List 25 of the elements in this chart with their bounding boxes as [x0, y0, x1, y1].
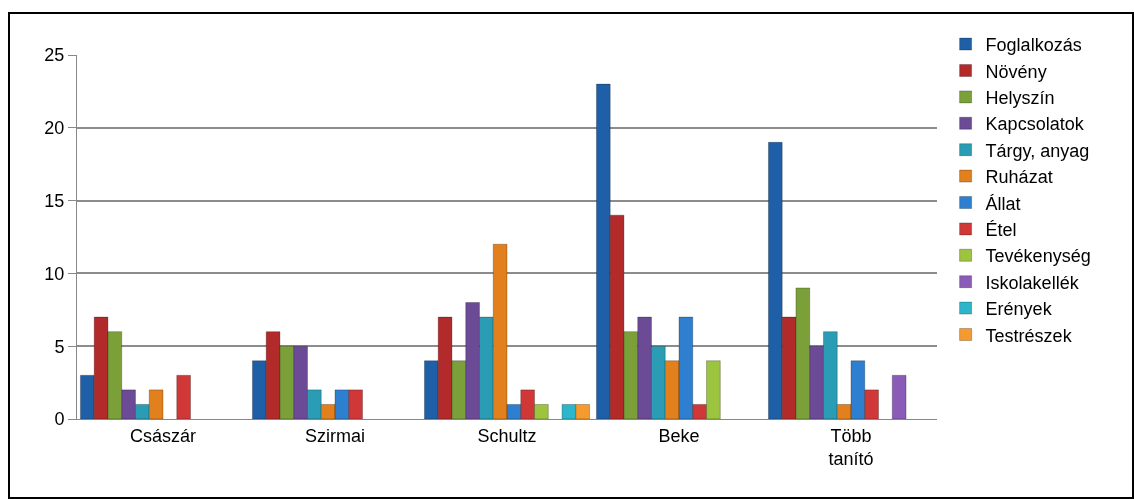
legend-label: Erények: [985, 299, 1053, 320]
y-tick-label: 10: [44, 263, 65, 284]
x-tick-label: Több tanító: [828, 425, 874, 469]
legend-label: Növény: [985, 61, 1047, 82]
y-tick-label: 0: [54, 409, 65, 430]
x-tick-label: Schultz: [477, 425, 537, 446]
x-tick-label: Beke: [658, 425, 700, 446]
legend-label: Iskolakellék: [985, 272, 1080, 293]
legend-label: Tárgy, anyag: [985, 140, 1090, 161]
legend-label: Testrészek: [985, 325, 1073, 346]
legend-label: Helyszín: [985, 87, 1055, 108]
legend-label: Ruházat: [985, 167, 1053, 188]
legend-label: Kapcsolatok: [985, 114, 1085, 135]
y-tick-label: 20: [44, 118, 65, 139]
x-tick-label: Császár: [129, 425, 197, 446]
legend-label: Étel: [985, 219, 1017, 240]
legend-label: Tevékenység: [985, 246, 1091, 267]
y-tick-label: 25: [44, 45, 65, 66]
y-tick-label: 15: [44, 190, 65, 211]
legend-label: Foglalkozás: [985, 35, 1082, 56]
x-tick-label: Szirmai: [304, 425, 366, 446]
bar: [176, 374, 192, 419]
legend-label: Állat: [985, 193, 1021, 214]
y-tick-label: 5: [54, 336, 65, 357]
bar: [891, 374, 907, 419]
